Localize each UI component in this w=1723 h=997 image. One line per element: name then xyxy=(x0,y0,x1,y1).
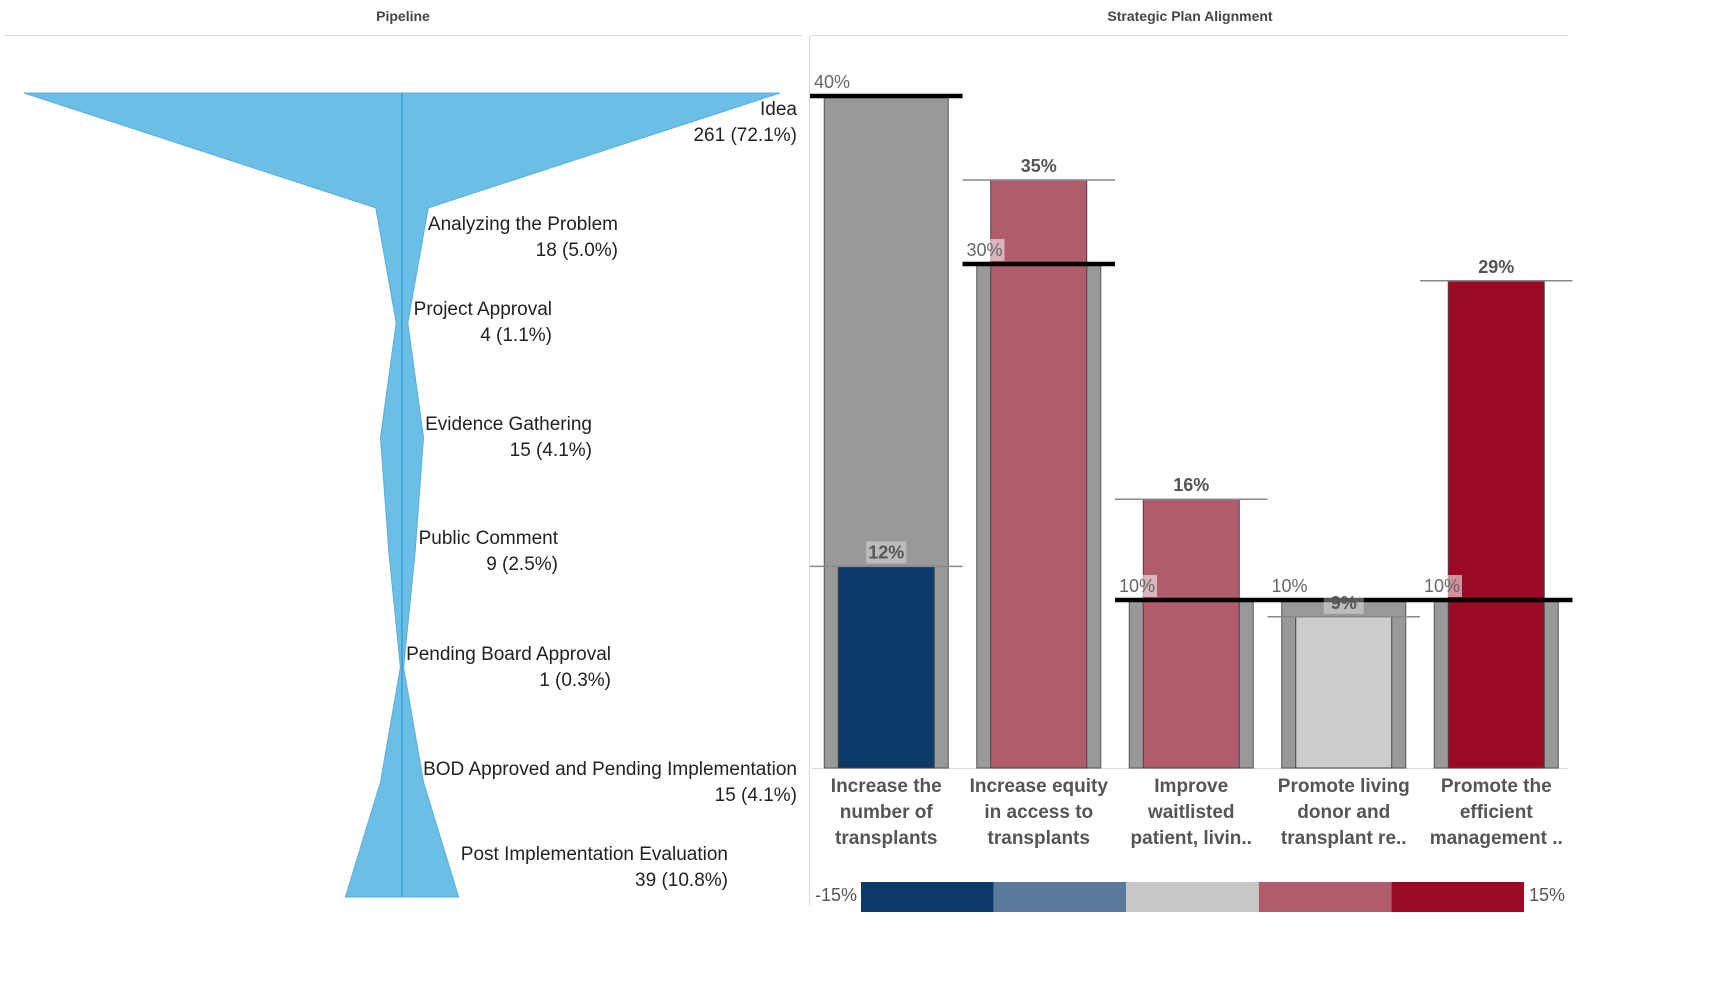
actual-bar xyxy=(990,179,1088,769)
target-label-background xyxy=(1117,575,1157,597)
stage-name: Evidence Gathering xyxy=(425,414,592,435)
category-label-line: Increase the xyxy=(830,776,942,797)
category-label: Improve waitlisted patient, livin.. xyxy=(1113,774,1269,852)
category-label: Increase the number of transplants xyxy=(808,774,964,852)
funnel-stage-label: BOD Approved and Pending Implementation 1… xyxy=(423,757,797,809)
funnel-stage-label: Public Comment 9 (2.5%) xyxy=(419,526,558,578)
actual-bar xyxy=(1295,616,1393,769)
stage-value: 15 (4.1%) xyxy=(509,440,592,461)
actual-value-label: 12% xyxy=(868,542,904,562)
category-label-line: efficient xyxy=(1459,802,1533,823)
actual-bar xyxy=(1142,498,1240,769)
category-label-line: transplant re.. xyxy=(1280,828,1407,849)
stage-value: 1 (0.3%) xyxy=(539,670,611,691)
target-value-label: 10% xyxy=(1272,576,1308,596)
color-scale-max-label: 15% xyxy=(1529,885,1566,905)
target-value-label: 40% xyxy=(814,72,850,92)
category-label-line: number of xyxy=(839,802,933,823)
stage-name: Idea xyxy=(760,99,797,120)
alignment-header-divider xyxy=(810,35,1568,36)
category-label-line: Increase equity xyxy=(969,776,1108,797)
actual-value-label: 9% xyxy=(1331,593,1357,613)
stage-value: 15 (4.1%) xyxy=(714,785,797,806)
stage-value: 4 (1.1%) xyxy=(480,325,552,346)
stage-name: Post Implementation Evaluation xyxy=(460,844,728,865)
pipeline-title: Pipeline xyxy=(376,8,430,24)
funnel-stage-label: Analyzing the Problem 18 (5.0%) xyxy=(428,212,618,264)
actual-value-label: 35% xyxy=(1021,156,1057,176)
stage-name: Analyzing the Problem xyxy=(427,214,618,235)
color-scale-segment xyxy=(1391,882,1524,912)
actual-bar xyxy=(1447,280,1545,769)
category-label-line: waitlisted xyxy=(1147,802,1235,823)
actual-value-label: 16% xyxy=(1173,475,1209,495)
pipeline-funnel-chart xyxy=(23,92,781,898)
stage-value: 18 (5.0%) xyxy=(535,240,618,261)
stage-name: Pending Board Approval xyxy=(406,644,611,665)
category-label-line: Promote living xyxy=(1277,776,1410,797)
category-label-line: donor and xyxy=(1297,802,1391,823)
category-label-line: management .. xyxy=(1429,828,1563,849)
stage-value: 39 (10.8%) xyxy=(635,870,728,891)
stage-name: Project Approval xyxy=(413,299,552,320)
funnel-stage-label: Idea 261 (72.1%) xyxy=(693,97,797,149)
target-value-label: 30% xyxy=(967,240,1003,260)
category-label-line: transplants xyxy=(987,828,1090,849)
target-value-label: 10% xyxy=(1424,576,1460,596)
actual-bar xyxy=(837,565,935,769)
category-label-line: in access to xyxy=(984,802,1094,823)
color-scale-min-label: -15% xyxy=(815,885,858,905)
funnel-stage-label: Project Approval 4 (1.1%) xyxy=(414,297,552,349)
color-scale-segment xyxy=(1258,882,1392,912)
category-label-line: patient, livin.. xyxy=(1130,828,1252,849)
category-label: Increase equity in access to transplants xyxy=(961,774,1117,852)
category-label: Promote the efficient management .. xyxy=(1418,774,1574,852)
category-label-line: Promote the xyxy=(1440,776,1552,797)
funnel-stage-label: Post Implementation Evaluation 39 (10.8%) xyxy=(461,842,728,894)
stage-value: 9 (2.5%) xyxy=(486,554,558,575)
target-label-background xyxy=(964,239,1005,261)
alignment-title: Strategic Plan Alignment xyxy=(1107,8,1273,24)
stage-value: 261 (72.1%) xyxy=(693,125,797,146)
color-scale-segment xyxy=(993,882,1127,912)
funnel-stage-label: Evidence Gathering 15 (4.1%) xyxy=(425,412,592,464)
stage-name: Public Comment xyxy=(418,528,558,549)
actual-label-background xyxy=(1323,591,1364,614)
stage-name: BOD Approved and Pending Implementation xyxy=(423,759,797,780)
target-label-background xyxy=(1269,575,1310,597)
target-label-background xyxy=(812,71,852,93)
color-scale-segment xyxy=(861,882,994,912)
category-label-line: transplants xyxy=(835,828,938,849)
category-label: Promote living donor and transplant re.. xyxy=(1266,774,1422,852)
alignment-left-border xyxy=(809,36,810,906)
category-label-line: Improve xyxy=(1154,776,1229,797)
color-scale-segment xyxy=(1126,882,1259,912)
actual-value-label: 29% xyxy=(1478,257,1514,277)
pipeline-header-divider xyxy=(4,35,802,36)
target-value-label: 10% xyxy=(1119,576,1155,596)
funnel-stage-label: Pending Board Approval 1 (0.3%) xyxy=(406,642,611,694)
target-label-background xyxy=(1422,575,1462,597)
actual-label-background xyxy=(866,541,907,564)
